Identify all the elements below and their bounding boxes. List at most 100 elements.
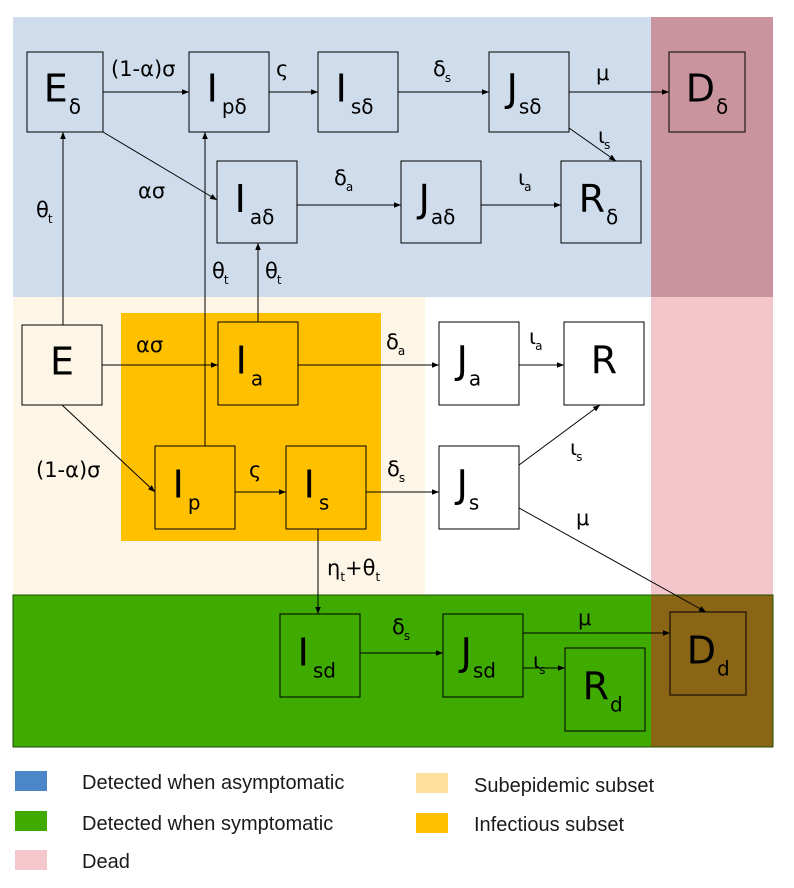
node-box (488, 51, 570, 133)
edge-label-subscript: s (445, 71, 451, 85)
edge-label-subscript: s (604, 138, 610, 152)
edge-label-subscript: a (346, 180, 353, 194)
node-label: I (298, 630, 309, 674)
node-subscript: pδ (222, 95, 247, 119)
node-box (560, 160, 642, 244)
edge-label-Js_delta-to-D_delta: μ (596, 61, 609, 85)
edge-label-text: δ (387, 457, 400, 481)
edge-label-text: δ (433, 57, 446, 81)
edge-label-subscript: t (277, 273, 282, 287)
edge-label-text: ι (533, 649, 540, 673)
edge-label-subscript: s (404, 629, 410, 643)
edge-label-E_delta-to-Ia_delta: ασ (138, 179, 165, 203)
node-label: I (304, 462, 315, 506)
edge-label-subscript: a (524, 180, 531, 194)
node-label: R (583, 664, 609, 708)
edge-label-subscript: a (398, 344, 405, 358)
legend-item-asymptomatic: Detected when asymptomatic (15, 771, 344, 794)
legend-swatch-blue (15, 771, 47, 791)
edge-label-text: (1-α)σ (36, 458, 100, 482)
node-subscript: sd (473, 658, 496, 682)
edge-label-text: μ (576, 506, 589, 530)
region-dead-over-asymptomatic (651, 17, 773, 297)
edge-label-text: ς (276, 57, 288, 81)
legend: Detected when asymptomatic Detected when… (15, 771, 655, 873)
legend-swatch-green (15, 811, 47, 831)
node-box (188, 51, 270, 133)
edge-label-subscript: s (539, 663, 545, 677)
edge-label-E-to-Ip: (1-α)σ (36, 458, 100, 482)
edge-label-text: ι (570, 436, 577, 460)
node-label: I (236, 338, 247, 382)
edge-E-to-Ip (61, 404, 156, 493)
legend-label-subepidemic: Subepidemic subset (474, 775, 655, 797)
edge-label-subscript: t (48, 212, 53, 226)
edge-label-text: ι (518, 166, 525, 190)
edge-label-Jsd-to-Dd: μ (578, 606, 591, 630)
legend-swatch-pink (15, 850, 47, 870)
node-label: E (44, 67, 68, 111)
legend-swatch-subepidemic (416, 773, 448, 793)
node-label: J (455, 462, 468, 506)
node-box (285, 445, 367, 530)
node-box (154, 445, 236, 530)
edge-label-text: θ (265, 259, 278, 283)
edge-label-text: δ (386, 330, 399, 354)
region-dead-over-symptomatic (651, 595, 773, 747)
edge-label-text: ασ (138, 179, 165, 203)
node-subscript: δ (69, 95, 81, 119)
edges (60, 89, 707, 671)
node-box (317, 51, 399, 133)
edge-Js-to-Dd (518, 507, 707, 613)
region-dead (651, 297, 773, 595)
edge-label-Is-to-Isd: ηt+θt (327, 556, 380, 584)
node-subscript: sδ (351, 95, 374, 119)
node-label: I (173, 462, 184, 506)
legend-item-infectious: Infectious subset (416, 813, 625, 836)
node-subscript: sδ (519, 95, 542, 119)
node-box (216, 160, 298, 244)
node-label: J (505, 67, 518, 111)
edge-label-Ip_delta-to-Is_delta: ς (276, 57, 288, 81)
node-label: J (459, 630, 472, 674)
edge-label-text: ηt+θt (327, 556, 380, 584)
legend-label-asymptomatic: Detected when asymptomatic (82, 772, 344, 794)
legend-item-dead: Dead (15, 850, 130, 873)
region-frame (12, 594, 774, 748)
edge-label-text: μ (596, 61, 609, 85)
node-box (438, 445, 520, 530)
legend-label-dead: Dead (82, 851, 130, 873)
edge-label-text: μ (578, 606, 591, 630)
node-label: I (207, 67, 218, 111)
edge-label-text: δ (334, 166, 347, 190)
node-subscript: sd (313, 658, 336, 682)
node-subscript: aδ (250, 205, 275, 229)
node-label: J (417, 177, 430, 221)
node-subscript: s (469, 490, 479, 514)
region-detected-symptomatic (13, 595, 651, 747)
